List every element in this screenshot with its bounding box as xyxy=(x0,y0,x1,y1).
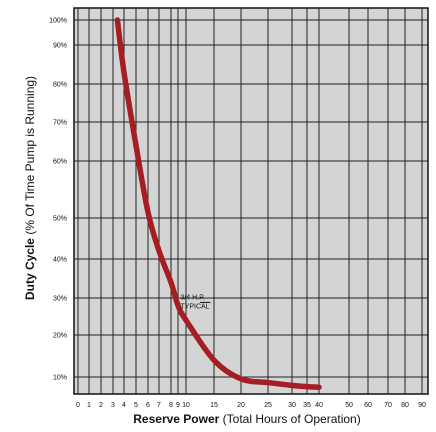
plot-background xyxy=(73,7,429,395)
y-axis-label-rest: (% Of Time Pump is Running) xyxy=(23,76,37,238)
x-tick-label: 80 xyxy=(401,402,409,409)
x-axis-label-bold: Reserve Power xyxy=(133,412,219,426)
x-tick-label: 20 xyxy=(237,402,245,409)
y-tick-label: 20% xyxy=(53,333,67,340)
annotation-layer: 3/4 H.P. TYPICAL xyxy=(180,294,211,310)
x-tick-label: 25 xyxy=(264,402,272,409)
x-tick-label: 90 xyxy=(418,402,426,409)
x-tick-label: 10 xyxy=(182,402,190,409)
y-axis-label-bold: Duty Cycle xyxy=(23,238,37,300)
x-tick-label: 0 xyxy=(76,402,80,409)
x-tick-label: 1 xyxy=(87,402,91,409)
x-tick-label: 2 xyxy=(99,402,103,409)
x-axis-label-rest: (Total Hours of Operation) xyxy=(219,412,360,426)
x-tick-label: 8 xyxy=(169,402,173,409)
y-tick-label: 70% xyxy=(53,120,67,127)
y-tick-label: 90% xyxy=(53,43,67,50)
series-layer xyxy=(114,17,322,390)
annotation-line-2: TYPICAL xyxy=(180,303,209,310)
x-tick-label: 50 xyxy=(345,402,353,409)
y-tick-label: 10% xyxy=(53,375,67,382)
x-tick-label: 7 xyxy=(157,402,161,409)
y-axis-label: Duty Cycle (% Of Time Pump is Running) xyxy=(23,76,37,300)
x-tick-label: 9 xyxy=(176,402,180,409)
x-tick-labels: 0 1 2 3 4 5 6 7 8 9 10 15 20 25 30 35 40 50 60 70 80 90 xyxy=(76,402,426,409)
x-tick-label: 15 xyxy=(210,402,218,409)
y-tick-label: 30% xyxy=(53,296,67,303)
x-tick-label: 6 xyxy=(146,402,150,409)
x-tick-label: 60 xyxy=(364,402,372,409)
x-tick-label: 70 xyxy=(384,402,392,409)
x-tick-label: 5 xyxy=(134,402,138,409)
y-tick-label: 40% xyxy=(53,257,67,264)
x-tick-label: 3 xyxy=(111,402,115,409)
x-tick-label: 40 xyxy=(315,402,323,409)
y-tick-label: 60% xyxy=(53,159,67,166)
duty-cycle-curve xyxy=(114,17,322,390)
x-axis-label: Reserve Power (Total Hours of Operation) xyxy=(133,412,360,426)
x-tick-label: 30 xyxy=(288,402,296,409)
x-tick-label: 4 xyxy=(122,402,126,409)
grid-lines xyxy=(74,8,428,394)
y-tick-label: 100% xyxy=(49,18,67,25)
annotation-line-1: 3/4 H.P. xyxy=(180,294,204,301)
y-tick-label: 80% xyxy=(53,82,67,89)
y-tick-labels: 10% 20% 30% 40% 50% 60% 70% 80% 90% 100% xyxy=(49,18,67,382)
x-tick-label: 35 xyxy=(303,402,311,409)
y-tick-label: 50% xyxy=(53,216,67,223)
